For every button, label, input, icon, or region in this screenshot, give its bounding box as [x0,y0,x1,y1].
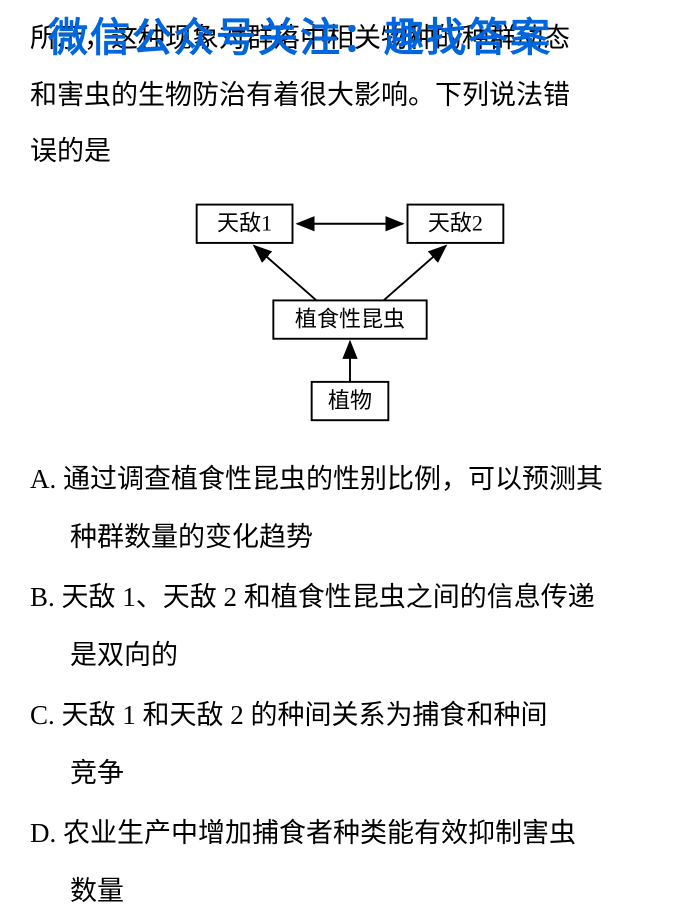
option-a-text2: 种群数量的变化趋势 [30,508,670,566]
option-d: D. 农业生产中增加捕食者种类能有效抑制害虫 数量 [30,804,670,920]
edge-insect-enemy2 [384,246,446,301]
option-b-text1: 天敌 1、天敌 2 和植食性昆虫之间的信息传递 [62,582,595,612]
intro-line2: 和害虫的生物防治有着很大影响。下列说法错 [30,80,570,110]
node-enemy2-label: 天敌2 [428,211,483,236]
option-c: C. 天敌 1 和天敌 2 的种间关系为捕食和种间 竞争 [30,686,670,802]
food-web-diagram: 天敌1 天敌2 植食性昆虫 植物 [30,195,670,425]
diagram-svg: 天敌1 天敌2 植食性昆虫 植物 [150,195,550,425]
option-b-text2: 是双向的 [30,626,670,684]
watermark-text: 微信公众号关注：趣找答案 [48,5,552,63]
option-a-label: A. [30,464,56,494]
edge-insect-enemy1 [254,246,316,301]
option-d-text2: 数量 [30,862,670,920]
node-insect-label: 植食性昆虫 [295,307,405,332]
option-a: A. 通过调查植食性昆虫的性别比例，可以预测其 种群数量的变化趋势 [30,450,670,566]
option-d-label: D. [30,818,56,848]
options-list: A. 通过调查植食性昆虫的性别比例，可以预测其 种群数量的变化趋势 B. 天敌 … [30,450,670,920]
option-d-text1: 农业生产中增加捕食者种类能有效抑制害虫 [63,818,576,848]
intro-line3: 误的是 [30,136,111,166]
node-plant-label: 植物 [328,388,372,413]
option-a-text1: 通过调查植食性昆虫的性别比例，可以预测其 [63,464,603,494]
option-b: B. 天敌 1、天敌 2 和植食性昆虫之间的信息传递 是双向的 [30,568,670,684]
option-c-label: C. [30,700,55,730]
option-c-text2: 竞争 [30,744,670,802]
node-enemy1-label: 天敌1 [217,211,272,236]
option-c-text1: 天敌 1 和天敌 2 的种间关系为捕食和种间 [62,700,548,730]
option-b-label: B. [30,582,55,612]
